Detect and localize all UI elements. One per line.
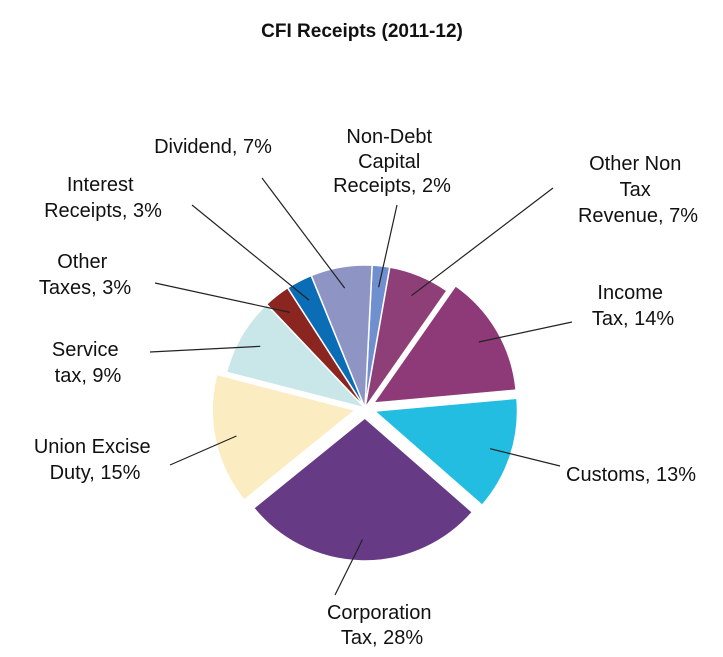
leader-line <box>411 187 554 297</box>
leader-line <box>489 448 561 467</box>
slice-label: Dividend, 7% <box>154 136 272 158</box>
slice-label: Union Excise Duty, 15% <box>34 436 156 484</box>
leader-line <box>378 204 398 288</box>
slice-label: Other Non Tax Revenue, 7% <box>578 153 698 227</box>
slice-label: Customs, 13% <box>566 464 696 486</box>
pie-slice <box>372 397 519 507</box>
leader-line <box>334 539 364 596</box>
slice-label: Income Tax, 14% <box>592 282 674 330</box>
leader-line <box>154 282 291 313</box>
chart-title: CFI Receipts (2011-12) <box>261 21 463 42</box>
pie-slice <box>225 303 368 410</box>
leader-line <box>149 345 261 353</box>
leader-line <box>191 204 310 301</box>
pie-slice <box>211 373 357 502</box>
slice-label: Interest Receipts, 3% <box>44 174 162 222</box>
slice-label: Corporation Tax, 28% <box>327 602 437 649</box>
slice-label: Other Taxes, 3% <box>39 251 131 299</box>
pie-slice <box>372 284 517 404</box>
slice-label: Service tax, 9% <box>52 339 124 387</box>
leader-line <box>261 177 346 289</box>
leader-line <box>169 435 237 466</box>
pie-slice <box>310 264 373 409</box>
pie-slice <box>252 417 474 562</box>
slice-label: Non-Debt Capital Receipts, 2% <box>333 126 451 197</box>
leader-line <box>478 321 573 343</box>
pie-slice <box>364 266 448 409</box>
